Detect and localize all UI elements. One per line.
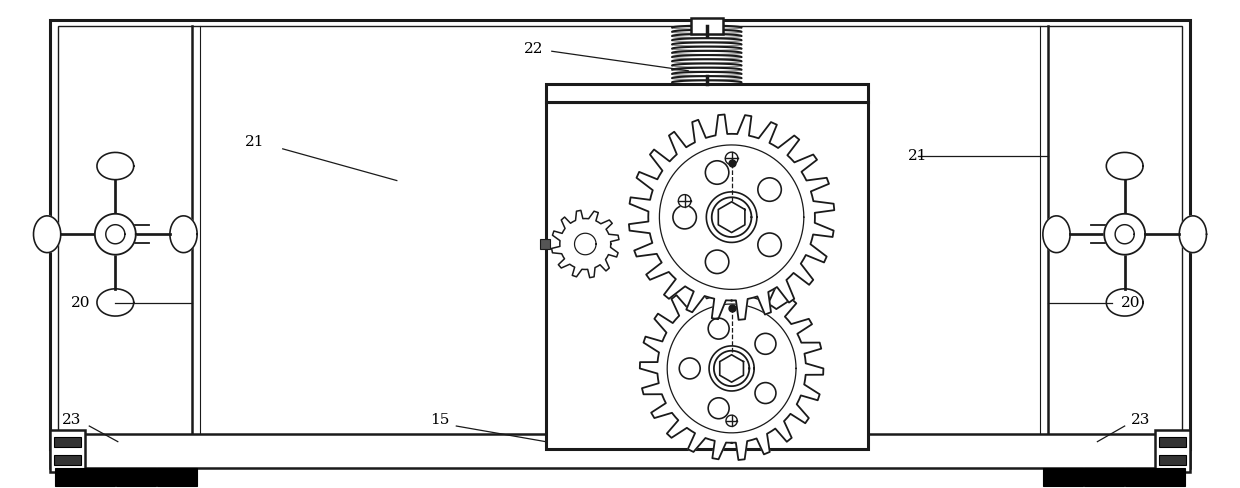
Bar (1156, 430, 1190, 472)
Polygon shape (170, 216, 197, 253)
Bar (115, 468, 136, 487)
Circle shape (758, 178, 781, 202)
Polygon shape (678, 195, 691, 207)
Bar (156, 468, 177, 487)
Bar (1159, 437, 1187, 447)
Bar (1166, 468, 1185, 487)
Polygon shape (1106, 152, 1143, 180)
Text: 15: 15 (430, 413, 450, 427)
Polygon shape (725, 415, 738, 427)
Bar (95, 468, 115, 487)
Polygon shape (95, 214, 136, 255)
Polygon shape (725, 152, 738, 165)
Polygon shape (718, 202, 745, 232)
Text: 20: 20 (1121, 296, 1141, 309)
Text: 21: 21 (908, 149, 928, 163)
Bar (546, 84, 868, 102)
Circle shape (673, 205, 697, 229)
Circle shape (708, 318, 729, 339)
Bar (53, 455, 81, 466)
Polygon shape (105, 224, 125, 244)
Polygon shape (33, 216, 61, 253)
Polygon shape (629, 115, 835, 320)
Polygon shape (719, 355, 744, 382)
Circle shape (680, 358, 701, 379)
Bar (53, 437, 81, 447)
Bar (1159, 455, 1187, 466)
Bar (76, 468, 95, 487)
Polygon shape (724, 361, 739, 376)
Bar (57, 25, 1183, 443)
Polygon shape (552, 210, 619, 278)
Circle shape (706, 161, 729, 184)
Circle shape (758, 233, 781, 257)
Polygon shape (1115, 224, 1135, 244)
Bar (50, 434, 1190, 468)
Bar (55, 468, 74, 487)
Bar (136, 468, 156, 487)
Polygon shape (97, 152, 134, 180)
Polygon shape (640, 277, 823, 460)
Circle shape (755, 383, 776, 404)
Bar (1043, 468, 1063, 487)
Bar (546, 102, 868, 449)
Bar (177, 468, 197, 487)
Bar (1063, 468, 1084, 487)
Bar (539, 239, 549, 249)
Bar (691, 18, 723, 34)
Circle shape (755, 333, 776, 354)
Bar (50, 20, 1190, 449)
Polygon shape (1106, 289, 1143, 316)
Bar (1084, 468, 1104, 487)
Circle shape (706, 250, 729, 274)
Text: 22: 22 (523, 42, 543, 56)
Polygon shape (1179, 216, 1207, 253)
Polygon shape (1105, 214, 1145, 255)
Polygon shape (574, 233, 596, 255)
Polygon shape (97, 289, 134, 316)
Text: 20: 20 (71, 296, 91, 309)
Bar (1145, 468, 1164, 487)
Bar (1125, 468, 1145, 487)
Text: 23: 23 (1131, 413, 1151, 427)
Circle shape (708, 398, 729, 419)
Text: 23: 23 (62, 413, 82, 427)
Bar (1104, 468, 1125, 487)
Bar (50, 430, 84, 472)
Text: 21: 21 (244, 135, 264, 148)
Polygon shape (1043, 216, 1070, 253)
Polygon shape (723, 208, 740, 226)
